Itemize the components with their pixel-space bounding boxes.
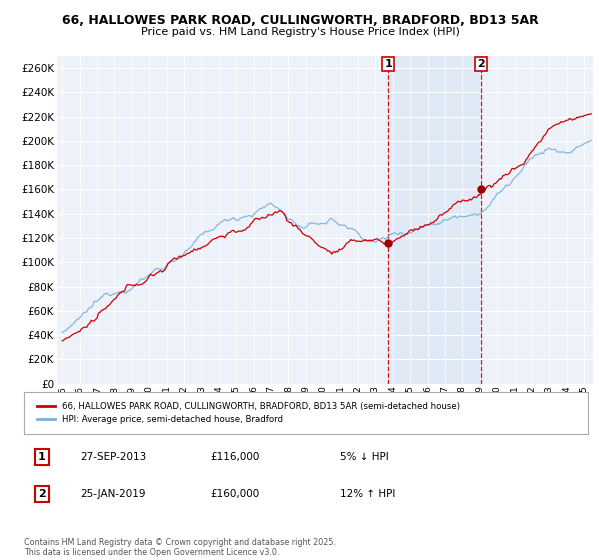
Text: 2: 2 (477, 59, 485, 69)
Text: 12% ↑ HPI: 12% ↑ HPI (340, 489, 395, 499)
Text: 1: 1 (38, 452, 46, 462)
Text: 27-SEP-2013: 27-SEP-2013 (80, 452, 146, 462)
Text: Contains HM Land Registry data © Crown copyright and database right 2025.
This d: Contains HM Land Registry data © Crown c… (24, 538, 336, 557)
Text: 25-JAN-2019: 25-JAN-2019 (80, 489, 146, 499)
Text: £160,000: £160,000 (210, 489, 259, 499)
Legend: 66, HALLOWES PARK ROAD, CULLINGWORTH, BRADFORD, BD13 5AR (semi-detached house), : 66, HALLOWES PARK ROAD, CULLINGWORTH, BR… (33, 398, 464, 428)
Bar (388, 56, 481, 384)
Text: 1: 1 (385, 59, 392, 69)
Text: Price paid vs. HM Land Registry's House Price Index (HPI): Price paid vs. HM Land Registry's House … (140, 27, 460, 37)
Text: £116,000: £116,000 (210, 452, 259, 462)
Text: 5% ↓ HPI: 5% ↓ HPI (340, 452, 389, 462)
Text: 2: 2 (38, 489, 46, 499)
Text: 66, HALLOWES PARK ROAD, CULLINGWORTH, BRADFORD, BD13 5AR: 66, HALLOWES PARK ROAD, CULLINGWORTH, BR… (62, 14, 538, 27)
